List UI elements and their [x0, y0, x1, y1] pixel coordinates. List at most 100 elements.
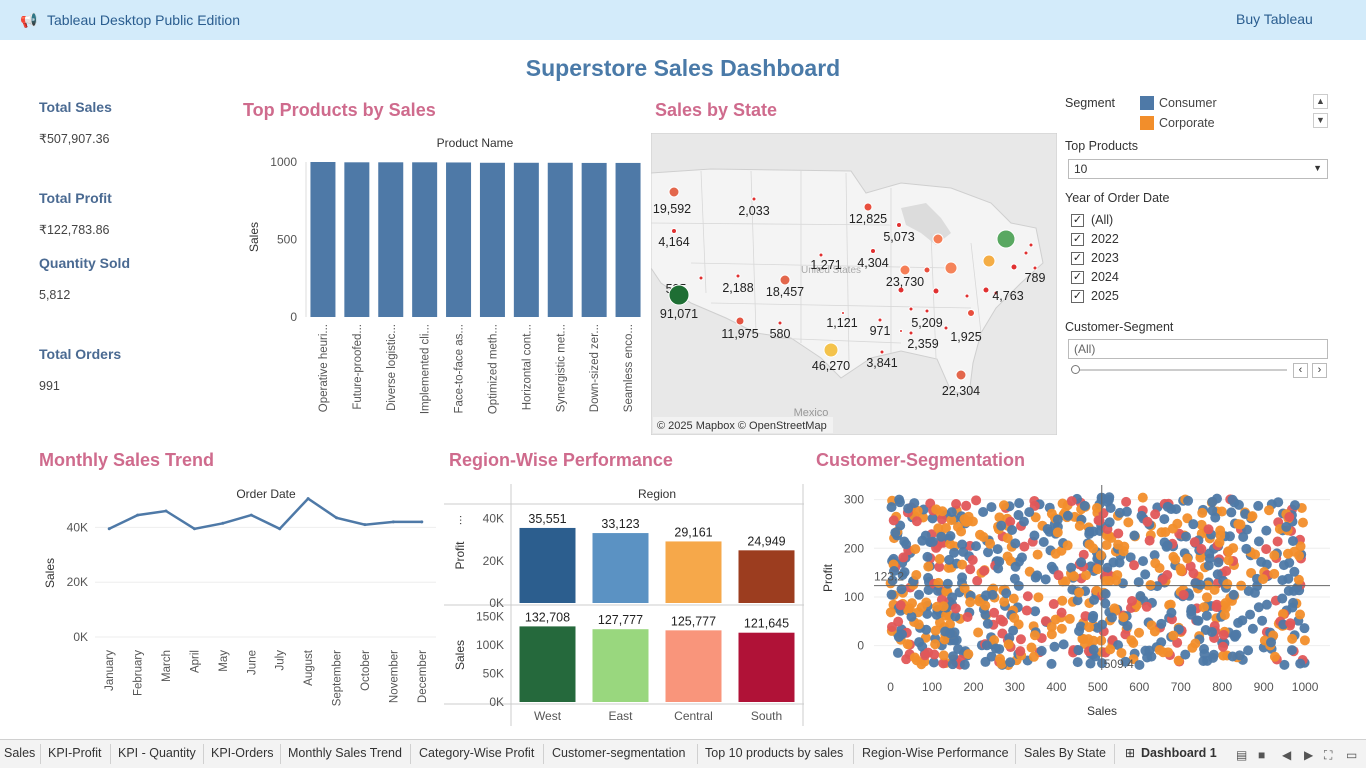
state-sales-label: 5,073 [883, 230, 914, 244]
scatter-point [1224, 531, 1235, 542]
scatter-point [923, 561, 934, 572]
scatter-point [967, 516, 978, 527]
presentation-icon[interactable]: ▭ [1346, 748, 1358, 762]
scatter-point [1295, 658, 1306, 669]
top-bar: 📢 Tableau Desktop Public Edition Buy Tab… [0, 0, 1366, 40]
tab-kpi-orders[interactable]: KPI-Orders [211, 746, 274, 760]
tab-top-10-products[interactable]: Top 10 products by sales [705, 746, 844, 760]
scatter-point [1046, 561, 1057, 572]
scatter-point [986, 502, 997, 513]
scatter-point [1062, 510, 1073, 521]
state-sales-label: 11,975 [721, 327, 758, 341]
tab-monthly-sales-trend[interactable]: Monthly Sales Trend [288, 746, 402, 760]
scatter-point [1235, 519, 1246, 530]
tab-region-wise-performance[interactable]: Region-Wise Performance [862, 746, 1009, 760]
tab-separator [410, 744, 411, 764]
y-tick-label: 300 [844, 493, 864, 507]
year-checkbox-2023[interactable]: ✓ [1071, 252, 1084, 265]
scatter-point [1182, 553, 1193, 564]
customer-segment-input[interactable]: (All) [1068, 339, 1328, 359]
year-checkbox-2022[interactable]: ✓ [1071, 233, 1084, 246]
scatter-point [1053, 570, 1064, 581]
scatter-point [1218, 629, 1229, 640]
fullscreen-icon[interactable]: ⛶ [1324, 748, 1333, 762]
scatter-point [1076, 557, 1087, 568]
scatter-point [904, 603, 915, 614]
year-checkbox-2025[interactable]: ✓ [1071, 290, 1084, 303]
state-sales-label: 22,304 [942, 384, 980, 398]
slider-prev-icon[interactable]: ‹ [1293, 363, 1308, 378]
state-bubble [982, 254, 996, 268]
legend-swatch-corporate[interactable] [1140, 116, 1154, 130]
scatter-point [910, 544, 921, 555]
scatter-point [1009, 612, 1020, 623]
app-title: Tableau Desktop Public Edition [47, 12, 241, 28]
region-performance-chart[interactable]: Region ⫶ Profit 0K 20K 40K 35,551 33,123 29,161 2… [444, 480, 808, 726]
scatter-point [1272, 536, 1283, 547]
scatter-point [1060, 576, 1071, 587]
tab-kpi-profit[interactable]: KPI-Profit [48, 746, 102, 760]
year-checkbox-all[interactable]: ✓ [1071, 214, 1084, 227]
tab-kpi-quantity[interactable]: KPI - Quantity [118, 746, 196, 760]
legend-swatch-consumer[interactable] [1140, 96, 1154, 110]
tab-category-wise-profit[interactable]: Category-Wise Profit [419, 746, 535, 760]
scatter-point [1168, 630, 1179, 641]
map-label-mexico: Mexico [794, 407, 829, 419]
legend-scroll-down-icon[interactable]: ▼ [1313, 113, 1328, 128]
customer-segment-slider-track[interactable] [1075, 369, 1287, 371]
tab-sales-by-state[interactable]: Sales By State [1024, 746, 1106, 760]
tab-dashboard-1[interactable]: Dashboard 1 [1141, 746, 1217, 760]
scatter-point [950, 611, 961, 622]
kpi-total-sales-value: ₹507,907.36 [39, 132, 110, 146]
legend-consumer[interactable]: Consumer [1159, 96, 1217, 110]
customer-segment-slider-handle[interactable] [1071, 365, 1080, 374]
state-bubble [671, 228, 677, 234]
x-axis-label: Sales [1087, 704, 1117, 718]
tab-separator [697, 744, 698, 764]
scatter-point [1104, 517, 1115, 528]
tab-sales[interactable]: Sales [4, 746, 36, 760]
scatter-point [1277, 593, 1288, 604]
buy-tableau-link[interactable]: Buy Tableau [1236, 11, 1313, 27]
monthly-trend-chart[interactable]: Order Date Sales 0K 20K 40K January February Ma… [40, 480, 440, 715]
x-tick-label: Synergistic met... [555, 324, 567, 412]
scatter-point [1204, 548, 1215, 559]
filmstrip-view-icon[interactable]: ▤ [1236, 748, 1248, 762]
next-sheet-icon[interactable]: ▶ [1304, 748, 1314, 762]
tab-view-icon[interactable]: ■ [1258, 748, 1266, 762]
top-products-chart[interactable]: Product Name Sales 0 500 1000 Operative heuri… [240, 130, 650, 430]
y-axis-label: Sales [43, 558, 57, 588]
bar [665, 630, 722, 702]
scatter-point [950, 603, 961, 614]
scatter-point [1190, 578, 1201, 589]
sheet-tabs: Sales KPI-Profit KPI - Quantity KPI-Orde… [0, 739, 1366, 768]
scatter-point [1206, 626, 1217, 637]
tab-customer-segmentation[interactable]: Customer-segmentation [552, 746, 686, 760]
scatter-point [994, 644, 1005, 655]
scatter-point [1032, 570, 1043, 581]
scatter-point [1149, 626, 1160, 637]
scatter-point [914, 589, 925, 600]
prev-sheet-icon[interactable]: ◀ [1282, 748, 1292, 762]
y-tick-label: 0K [489, 596, 504, 610]
scatter-point [1287, 633, 1298, 644]
legend-scroll-up-icon[interactable]: ▲ [1313, 94, 1328, 109]
x-tick-label: October [360, 650, 372, 691]
slider-next-icon[interactable]: › [1312, 363, 1327, 378]
year-checkbox-2024[interactable]: ✓ [1071, 271, 1084, 284]
top-products-filter-label: Top Products [1065, 139, 1138, 153]
scatter-point [1005, 516, 1016, 527]
state-sales-label: 1,271 [810, 258, 841, 272]
legend-corporate[interactable]: Corporate [1159, 116, 1215, 130]
scatter-point [933, 523, 944, 534]
scatter-point [1278, 560, 1289, 571]
scatter-point [1142, 652, 1153, 663]
state-sales-label: 2,359 [907, 337, 938, 351]
scatter-point [1299, 635, 1310, 646]
y-tick-label: 20K [483, 554, 504, 568]
scatter-point [1014, 498, 1025, 509]
dashboard-icon: ⊞ [1125, 746, 1136, 760]
top-products-dropdown[interactable]: 10 ▼ [1068, 159, 1328, 179]
sales-by-state-map[interactable]: Mexico United States 19,592 2,033 12,825 5,07… [651, 133, 1057, 435]
customer-segmentation-chart[interactable]: 0 100 200 300 0 100 200 300 400 500 600 700 800 900 10… [818, 480, 1338, 720]
